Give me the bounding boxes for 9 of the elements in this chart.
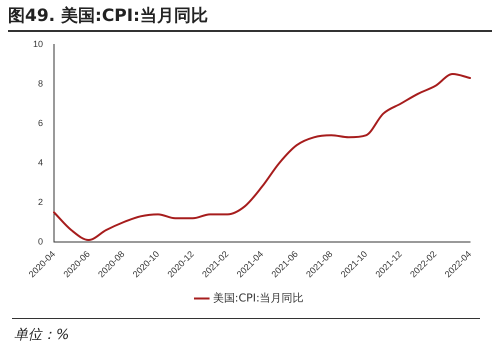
y-tick-label: 2	[38, 196, 44, 207]
y-tick-label: 0	[38, 236, 44, 246]
legend-label: 美国:CPI:当月同比	[212, 291, 304, 304]
y-tick-label: 8	[38, 78, 44, 88]
y-tick-label: 4	[38, 157, 44, 168]
chart-title: 图49. 美国:CPI:当月同比	[8, 5, 208, 27]
text: 单位：%	[14, 326, 70, 344]
y-tick-label: 10	[32, 38, 44, 49]
y-tick-label: 6	[38, 118, 44, 128]
